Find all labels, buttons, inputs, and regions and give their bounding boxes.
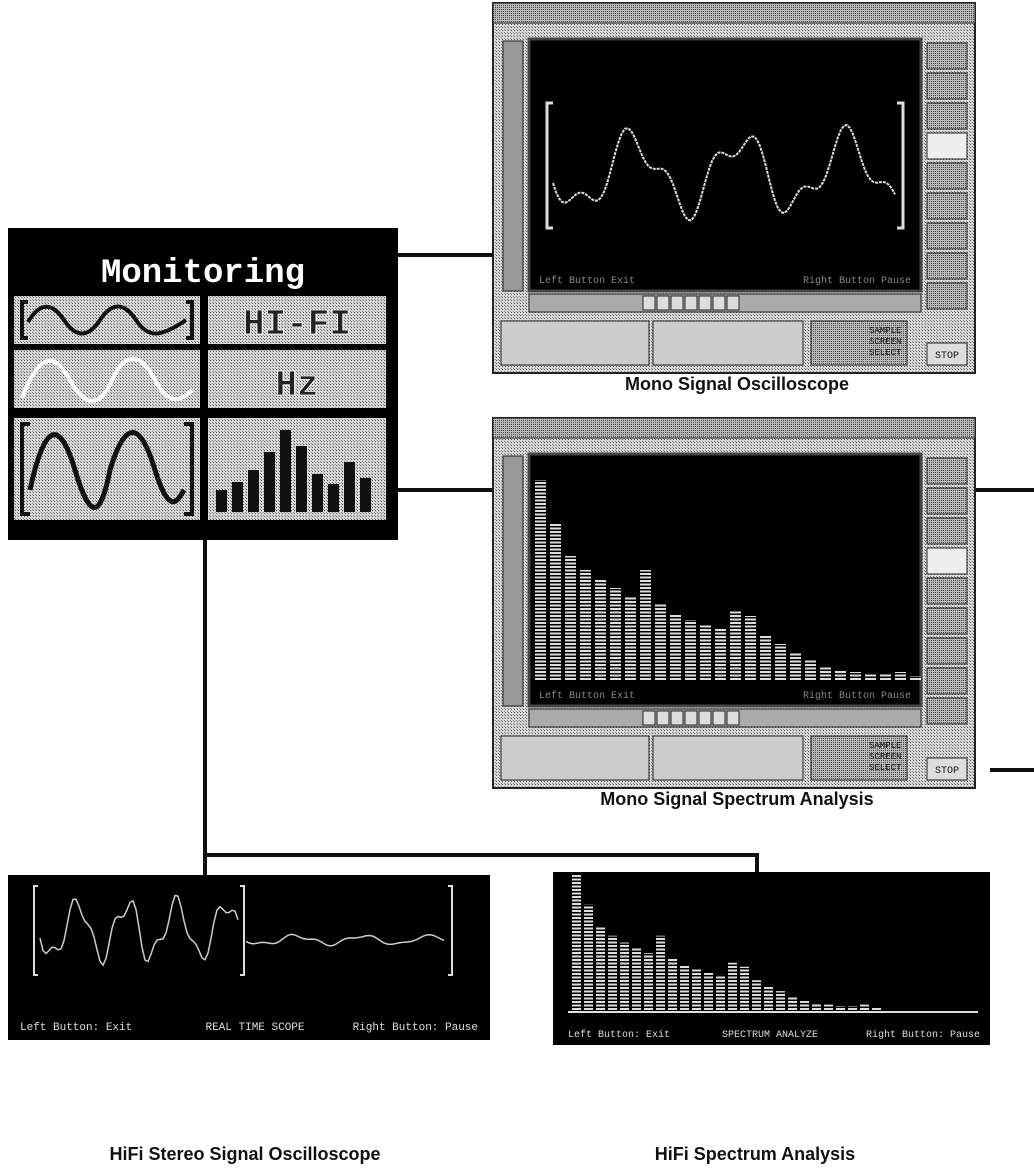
status-right: Right Button Pause: [803, 690, 911, 702]
tool-button: [927, 283, 967, 309]
status-right: Right Button: Pause: [866, 1029, 980, 1041]
tool-button: [927, 458, 967, 484]
transport-button: [713, 711, 725, 725]
tool-button: [927, 698, 967, 724]
select-label: SAMPLE: [869, 741, 901, 751]
caption: HiFi Stereo Signal Oscilloscope: [109, 1144, 380, 1164]
status-left: Left Button: Exit: [20, 1022, 132, 1034]
icon-cell: [14, 418, 200, 520]
select-label: SCREEN: [869, 752, 901, 762]
tool-button: [927, 43, 967, 69]
status-mode: REAL TIME SCOPE: [205, 1022, 304, 1034]
transport-button: [685, 711, 697, 725]
command-box: [501, 736, 649, 780]
status-right: Right Button Pause: [803, 275, 911, 287]
transport-button: [657, 711, 669, 725]
scroll-bar: [503, 456, 523, 706]
tool-button: [927, 103, 967, 129]
select-label: SCREEN: [869, 337, 901, 347]
transport-button: [685, 296, 697, 310]
command-box: [501, 321, 649, 365]
status-left: Left Button Exit: [539, 690, 635, 702]
caption: HiFi Spectrum Analysis: [655, 1144, 855, 1164]
status-right: Right Button: Pause: [353, 1022, 478, 1034]
status-mode: SPECTRUM ANALYZE: [722, 1030, 818, 1041]
tool-button: [927, 638, 967, 664]
icon-cell: [14, 296, 200, 344]
hz-label: Hz: [275, 365, 318, 406]
tool-button: [927, 253, 967, 279]
transport-button: [671, 296, 683, 310]
select-label: SELECT: [869, 348, 902, 358]
tool-button: [927, 668, 967, 694]
tool-button: [927, 488, 967, 514]
tool-button: [927, 608, 967, 634]
monitoring-panel: Monitoring HI-FI Hz: [8, 228, 398, 540]
transport-button: [727, 711, 739, 725]
select-label: SAMPLE: [869, 326, 901, 336]
tool-button: [927, 163, 967, 189]
tool-button: [927, 578, 967, 604]
transport-button: [643, 711, 655, 725]
manual-page: Monitoring HI-FI Hz SAMPLESCREENSELECTST…: [0, 0, 1034, 1173]
select-label: SELECT: [869, 763, 902, 773]
transport-button: [727, 296, 739, 310]
tool-button: [927, 518, 967, 544]
status-left: Left Button: Exit: [568, 1029, 670, 1041]
tool-button: [927, 548, 967, 574]
caption: Mono Signal Oscilloscope: [625, 374, 849, 394]
scroll-bar: [503, 41, 523, 291]
stereo-scope: Left Button: Exit REAL TIME SCOPE Right …: [8, 875, 490, 1164]
transport-button: [657, 296, 669, 310]
stop-label: STOP: [935, 766, 959, 777]
hifi-spectrum: Left Button: Exit SPECTRUM ANALYZE Right…: [553, 872, 990, 1164]
transport-button: [699, 296, 711, 310]
status-left: Left Button Exit: [539, 275, 635, 287]
transport-button: [671, 711, 683, 725]
title-bar: [493, 3, 975, 23]
title-bar: [493, 418, 975, 438]
transport-button: [699, 711, 711, 725]
tool-button: [927, 193, 967, 219]
tool-button: [927, 223, 967, 249]
transport-button: [643, 296, 655, 310]
hifi-label: HI-FI: [243, 304, 351, 345]
value-box: [653, 736, 803, 780]
tool-button: [927, 73, 967, 99]
panel-title: Monitoring: [101, 255, 305, 293]
stop-label: STOP: [935, 351, 959, 362]
value-box: [653, 321, 803, 365]
tool-button: [927, 133, 967, 159]
caption: Mono Signal Spectrum Analysis: [600, 789, 873, 809]
transport-button: [713, 296, 725, 310]
